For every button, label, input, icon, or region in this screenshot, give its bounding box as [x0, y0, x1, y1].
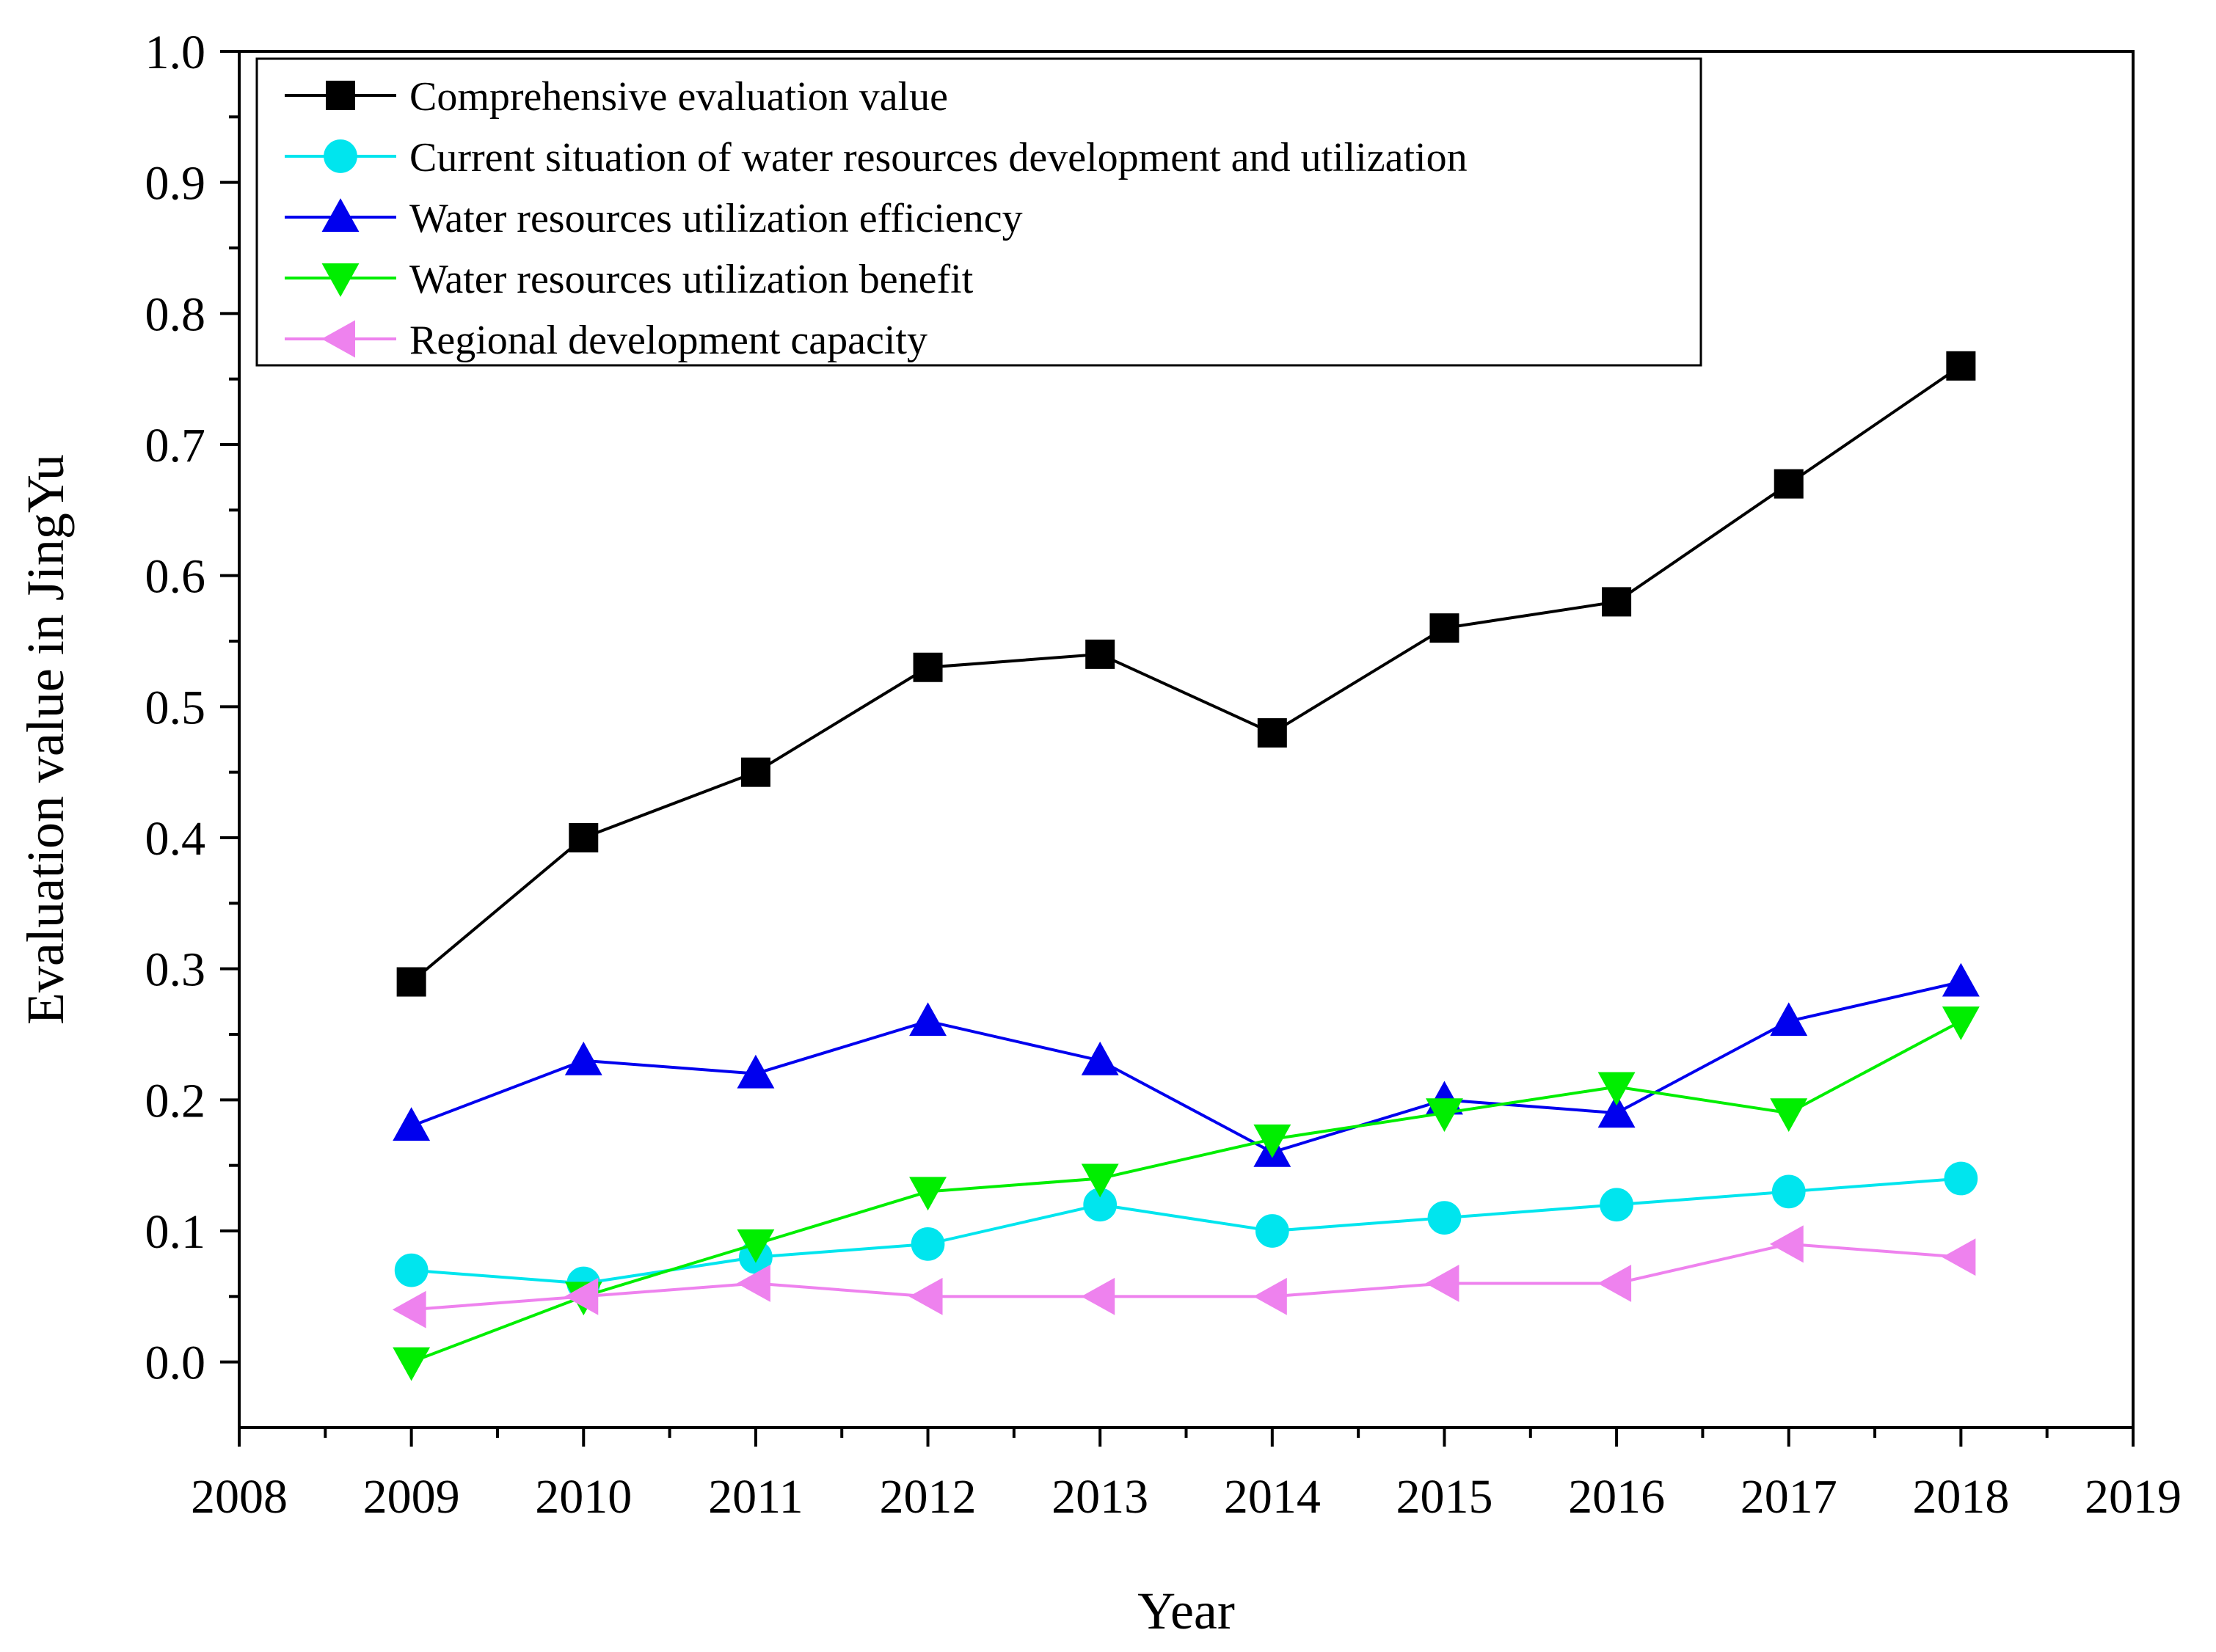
x-tick-label: 2012: [880, 1470, 977, 1524]
data-point: [1081, 1041, 1119, 1075]
data-point: [1257, 718, 1287, 748]
legend-marker: [326, 81, 355, 110]
series-3: [393, 962, 1980, 1167]
data-point: [1942, 1006, 1980, 1040]
y-axis-title: Evaluation value in JingYu: [16, 454, 75, 1025]
data-point: [569, 823, 599, 852]
x-tick-label: 2010: [535, 1470, 632, 1524]
data-point: [1253, 1124, 1291, 1158]
series-layer: [392, 351, 1980, 1381]
data-point: [1770, 1002, 1808, 1037]
y-tick-label: 0.4: [145, 812, 206, 866]
data-point: [1946, 351, 1976, 381]
legend-marker: [324, 139, 357, 173]
series-line: [411, 1177, 1961, 1285]
data-point: [1253, 1277, 1287, 1315]
data-point: [393, 1107, 431, 1141]
data-point: [1081, 1277, 1115, 1315]
data-point: [911, 1227, 945, 1261]
x-tick-label: 2009: [363, 1470, 460, 1524]
data-point: [909, 1177, 947, 1211]
y-tick-label: 1.0: [145, 26, 206, 79]
data-point: [737, 1265, 770, 1302]
legend: Comprehensive evaluation value Current si…: [255, 57, 1702, 367]
y-tick-label: 0.8: [145, 288, 206, 341]
legend-item: Water resources utilization benefit: [285, 257, 974, 302]
data-point: [1602, 587, 1632, 617]
data-point: [1942, 962, 1980, 997]
x-axis-title: Year: [1137, 1582, 1235, 1640]
series-2: [394, 1161, 1978, 1301]
legend-box: [255, 57, 1702, 367]
y-tick-label: 0.3: [145, 943, 206, 997]
series-5: [392, 1225, 1976, 1328]
y-tick-label: 0.0: [145, 1337, 206, 1390]
legend-label: Regional development capacity: [409, 318, 927, 363]
data-point: [737, 1054, 775, 1089]
x-tick-label: 2019: [2085, 1470, 2182, 1524]
x-tick-label: 2017: [1741, 1470, 1837, 1524]
legend-label: Water resources utilization efficiency: [409, 196, 1023, 241]
data-point: [1429, 613, 1459, 643]
legend-label: Current situation of water resources dev…: [409, 135, 1468, 180]
data-point: [740, 757, 770, 787]
data-point: [1255, 1214, 1289, 1248]
x-tick-label: 2014: [1224, 1470, 1321, 1524]
y-tick-label: 0.1: [145, 1205, 206, 1259]
series-line: [411, 1242, 1961, 1312]
legend-marker: [321, 320, 355, 358]
y-tick-label: 0.2: [145, 1074, 206, 1127]
data-point: [393, 1347, 431, 1381]
legend-item: Water resources utilization efficiency: [285, 196, 1023, 241]
data-point: [1597, 1265, 1632, 1302]
series-1: [396, 351, 1976, 997]
y-tick-label: 0.7: [145, 419, 206, 472]
series-line: [410, 1020, 1962, 1364]
x-tick-label: 2016: [1568, 1470, 1665, 1524]
data-point: [396, 967, 426, 997]
data-point: [908, 1277, 943, 1315]
data-point: [394, 1253, 429, 1287]
legend-item: Comprehensive evaluation value: [285, 74, 948, 120]
data-point: [1597, 1072, 1636, 1106]
data-point: [1427, 1201, 1462, 1235]
data-point: [1426, 1098, 1463, 1133]
data-point: [1771, 1174, 1806, 1209]
legend-label: Water resources utilization benefit: [409, 257, 974, 302]
data-point: [913, 652, 943, 682]
legend-marker: [321, 263, 360, 297]
legend-item: Current situation of water resources dev…: [285, 135, 1468, 180]
data-point: [1770, 1098, 1808, 1133]
data-point: [1425, 1265, 1459, 1302]
data-point: [564, 1041, 602, 1075]
data-point: [737, 1229, 775, 1263]
x-tick-label: 2018: [1912, 1470, 2009, 1524]
data-point: [1085, 639, 1115, 669]
x-tick-label: 2008: [191, 1470, 288, 1524]
data-point: [1081, 1163, 1119, 1198]
data-point: [1769, 1225, 1804, 1263]
data-point: [1942, 1238, 1976, 1276]
data-point: [1774, 469, 1804, 499]
data-point: [1944, 1161, 1978, 1196]
data-point: [564, 1277, 599, 1315]
series-line: [410, 365, 1962, 984]
legend-label: Comprehensive evaluation value: [409, 74, 948, 120]
data-point: [1600, 1188, 1633, 1222]
x-tick-label: 2013: [1051, 1470, 1148, 1524]
data-point: [392, 1290, 426, 1328]
x-tick-label: 2011: [708, 1470, 803, 1524]
y-tick-label: 0.6: [145, 550, 206, 604]
legend-marker: [321, 198, 360, 232]
legend-item: Regional development capacity: [285, 318, 927, 363]
y-tick-label: 0.5: [145, 681, 206, 734]
data-point: [909, 1002, 947, 1037]
data-point: [1597, 1094, 1636, 1128]
x-tick-label: 2015: [1396, 1470, 1492, 1524]
chart-axes: 2008 2009 2010 2011 2012 2013 2014 2015 2016 2017…: [145, 26, 2182, 1524]
series-line: [410, 980, 1961, 1154]
y-tick-label: 0.9: [145, 157, 206, 211]
